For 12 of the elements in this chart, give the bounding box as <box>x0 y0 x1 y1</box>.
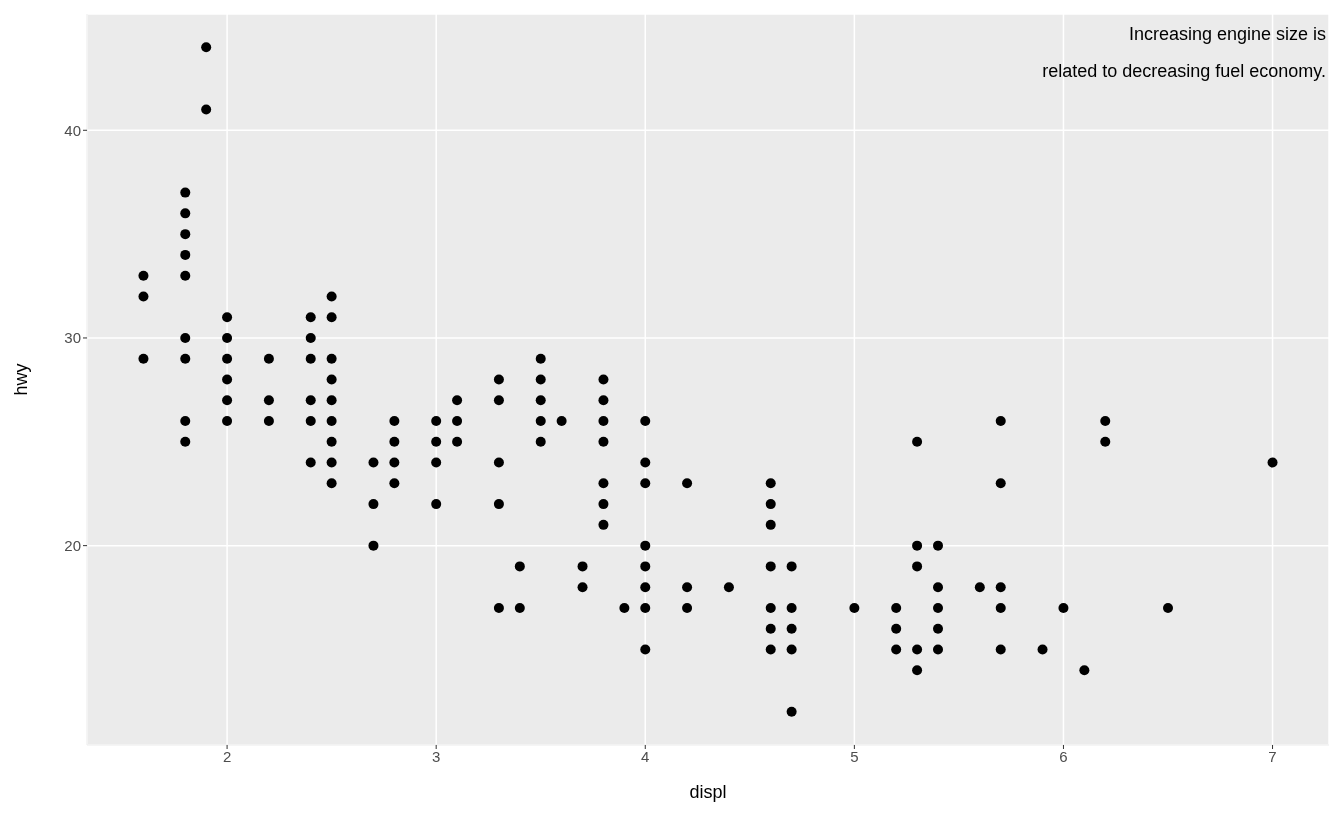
y-tick-label: 20 <box>64 536 81 554</box>
x-axis-title: displ <box>689 782 727 802</box>
y-tick-label: 30 <box>64 329 81 347</box>
x-tick-label: 5 <box>850 747 859 765</box>
annotation: Increasing engine size is related to decreasing fuel economy. <box>1042 23 1326 83</box>
x-tick-label: 7 <box>1268 747 1277 765</box>
y-axis-title: hwy <box>11 363 32 396</box>
x-tick-label: 6 <box>1059 747 1068 765</box>
x-tick-label: 3 <box>432 747 441 765</box>
y-tick-label: 40 <box>64 121 81 139</box>
x-tick-label: 4 <box>641 747 650 765</box>
x-tick-label: 2 <box>222 747 232 765</box>
